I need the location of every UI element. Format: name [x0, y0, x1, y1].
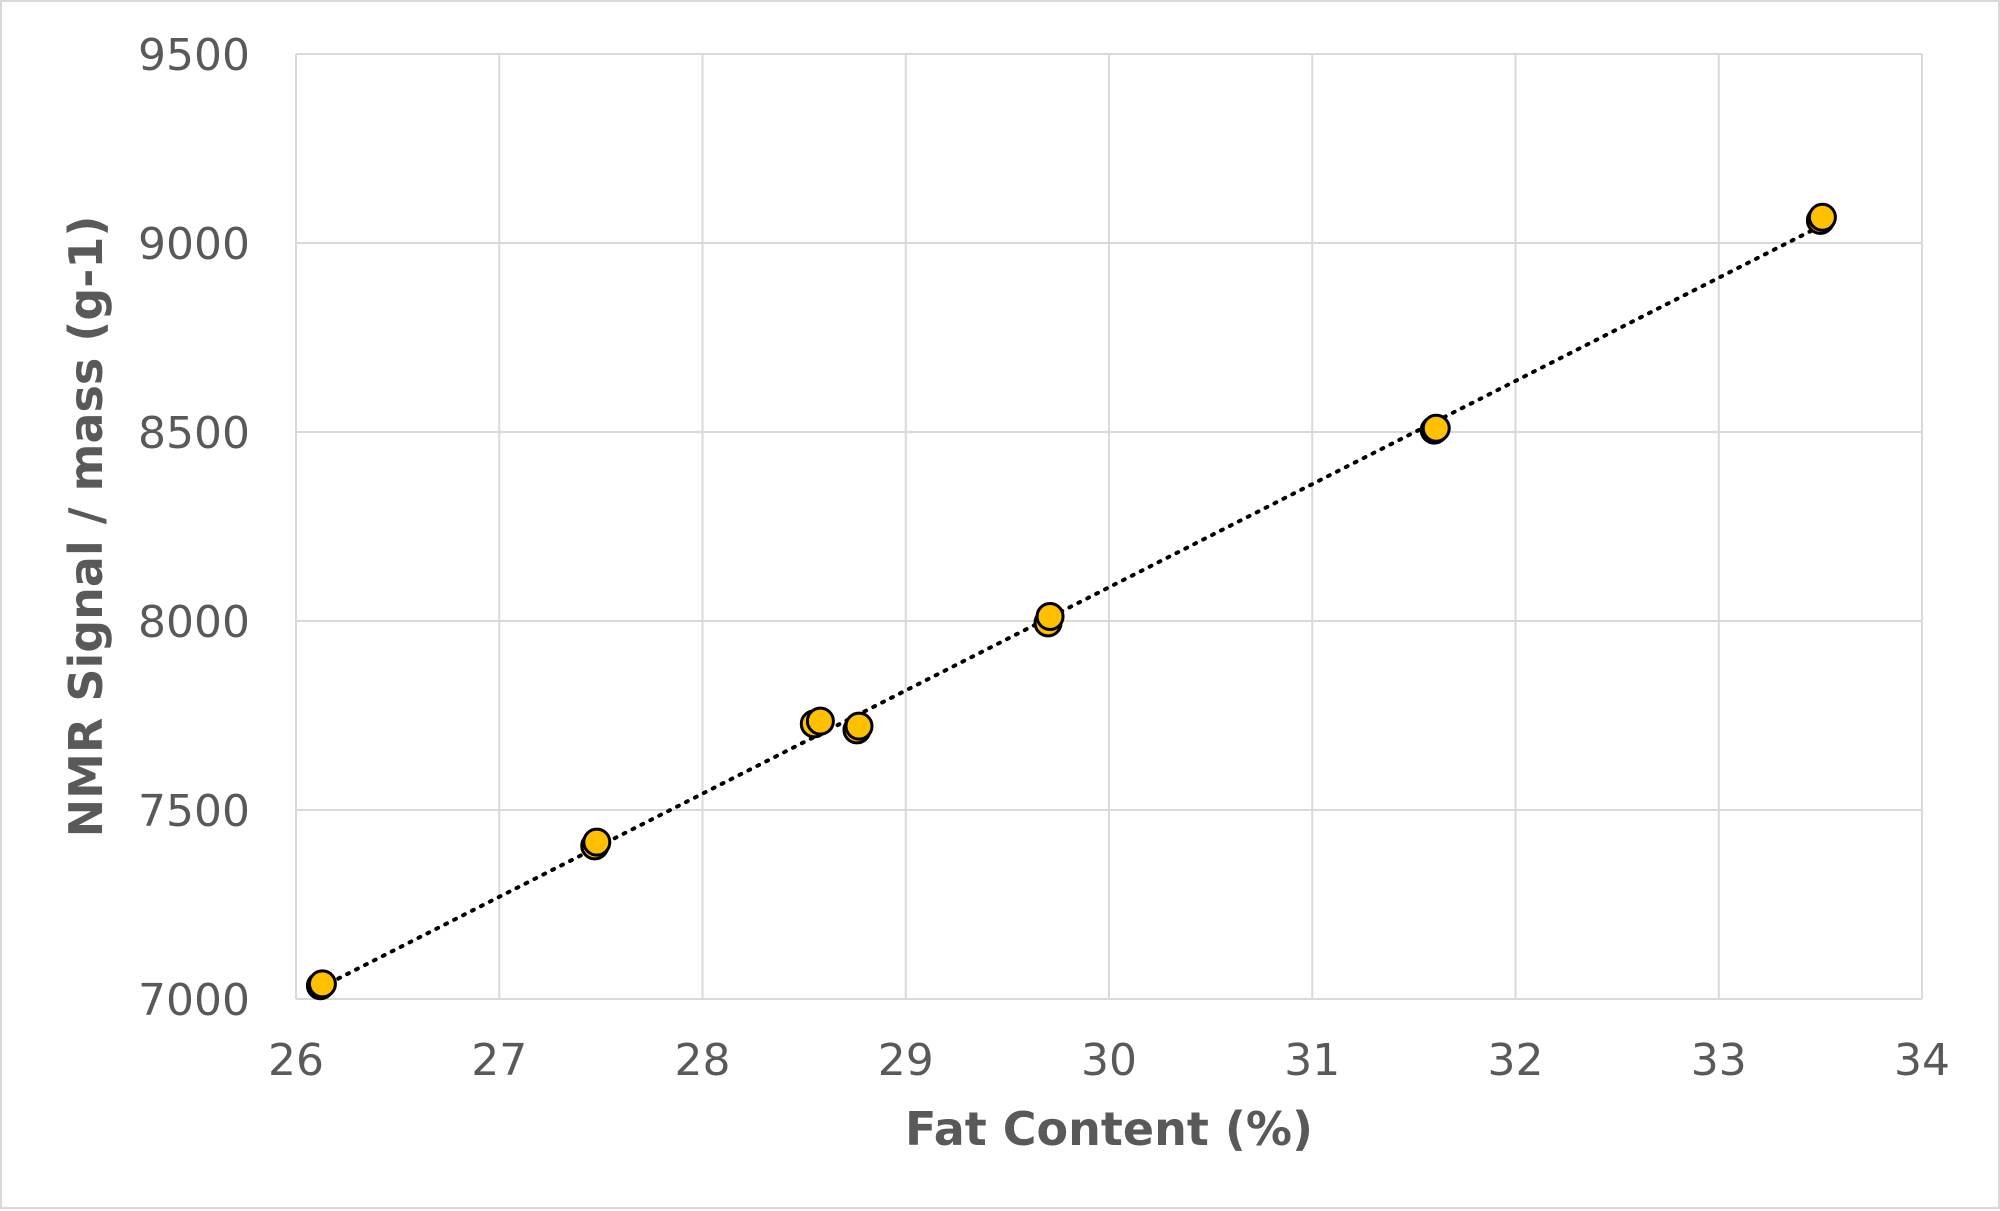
- y-tick-label: 8000: [138, 597, 250, 648]
- x-tick-label: 29: [878, 1035, 934, 1086]
- x-tick-label: 33: [1691, 1035, 1747, 1086]
- y-axis-title: NMR Signal / mass (g-1): [59, 216, 113, 838]
- data-point: [1035, 601, 1065, 631]
- y-tick-label: 9000: [138, 219, 250, 270]
- y-tick-label: 7000: [138, 975, 250, 1026]
- x-tick-label: 27: [471, 1035, 527, 1086]
- x-tick-label: 26: [268, 1035, 324, 1086]
- data-point: [1807, 202, 1837, 232]
- trendline: [318, 222, 1827, 990]
- x-tick-label: 32: [1488, 1035, 1544, 1086]
- y-tick-label: 8500: [138, 408, 250, 459]
- data-point: [307, 969, 337, 999]
- x-tick-label: 28: [675, 1035, 731, 1086]
- x-tick-label: 34: [1894, 1035, 1950, 1086]
- x-axis-tick-labels: 26 27 28 29 30 31 32 33 34: [268, 1035, 1950, 1086]
- data-point: [582, 827, 612, 857]
- y-tick-label: 7500: [138, 786, 250, 837]
- data-point: [1421, 413, 1451, 443]
- x-axis-title: Fat Content (%): [905, 1102, 1313, 1156]
- x-tick-label: 30: [1081, 1035, 1137, 1086]
- y-tick-label: 9500: [138, 30, 250, 81]
- data-points: [305, 202, 1837, 1001]
- data-point: [805, 706, 835, 736]
- gridlines: [295, 53, 1923, 1000]
- data-point: [844, 711, 874, 741]
- y-axis-tick-labels: 7000 7500 8000 8500 9000 9500: [138, 30, 250, 1026]
- x-tick-label: 31: [1284, 1035, 1340, 1086]
